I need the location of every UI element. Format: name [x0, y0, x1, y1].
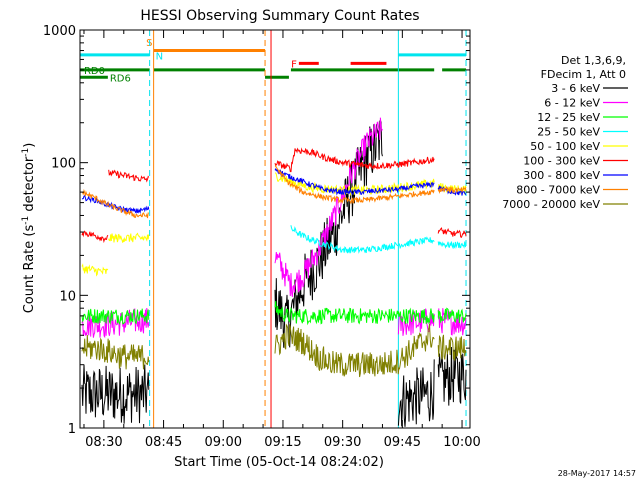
series-segment [274, 300, 399, 326]
x-tick-label: 09:15 [264, 435, 301, 450]
flag-bars: SNFRD0RD6 [80, 38, 467, 84]
legend-header-line: Det 1,3,6,9, [561, 54, 626, 67]
flag-label-n: N [156, 51, 163, 62]
series-segment [81, 334, 150, 370]
series-segment [274, 167, 435, 196]
series-segment [108, 169, 150, 183]
legend-label: 3 - 6 keV [551, 82, 600, 95]
legend-label: 300 - 800 keV [523, 169, 600, 182]
x-tick-label: 09:30 [324, 435, 361, 450]
series-segment [274, 323, 435, 378]
y-tick-label: 10 [59, 289, 76, 304]
y-ticks: 1 10 100 1000 [43, 24, 470, 437]
series-trace [81, 300, 467, 326]
series-segment [81, 263, 109, 277]
series-segment [437, 227, 467, 239]
axes: 1 10 100 1000 08:30 08:45 09:00 09:15 09:30 09:4… [43, 24, 481, 450]
y-tick-label: 1000 [43, 24, 76, 39]
series-trace [81, 164, 467, 219]
series-segment [437, 334, 467, 361]
y-axis-label-superscript: -1 [21, 216, 31, 225]
x-tick-label: 09:45 [384, 435, 421, 450]
series-segment [437, 186, 467, 194]
x-tick-label: 08:30 [85, 435, 122, 450]
series-segment [437, 308, 467, 336]
x-tick-label: 08:45 [145, 435, 182, 450]
series-segment [274, 117, 383, 297]
y-tick-label: 1 [68, 422, 76, 437]
series-trace [81, 323, 467, 378]
y-axis-label-part: Count Rate (s [22, 225, 37, 314]
vertical-markers [149, 30, 467, 428]
plot-area: SNFRD0RD6 [80, 30, 467, 428]
x-tick-label: 09:00 [205, 435, 242, 450]
y-axis-label: Count Rate (s-1 detector-1) [21, 143, 37, 314]
series-segment [274, 119, 383, 348]
series-trace [81, 119, 467, 427]
series-segment [81, 188, 150, 219]
series-segment [437, 346, 467, 406]
legend-label: 12 - 25 keV [537, 111, 600, 124]
series-segment [81, 364, 150, 424]
legend-label: 100 - 300 keV [523, 155, 600, 168]
flag-label-rd0: RD0 [84, 66, 105, 77]
series-segment [437, 241, 467, 250]
series-trace [290, 225, 467, 254]
legend-label: 7000 - 20000 keV [502, 198, 600, 211]
series-segment [108, 232, 150, 243]
series-segment [397, 359, 435, 427]
series-segment [397, 307, 435, 325]
y-axis-label-part: detector [22, 156, 37, 216]
series-segment [81, 230, 109, 244]
series-segment [290, 225, 435, 254]
y-axis-label-superscript: -1 [21, 148, 31, 157]
legend-label: 50 - 100 keV [530, 140, 600, 153]
chart-title: HESSI Observing Summary Count Rates [140, 8, 419, 24]
y-axis-label-part: ) [22, 143, 37, 148]
series-segment [437, 307, 467, 324]
axis-frame [79, 29, 471, 429]
legend-header-line: FDecim 1, Att 0 [541, 68, 626, 81]
legend-label: 800 - 7000 keV [516, 184, 600, 197]
series-lines [81, 117, 467, 427]
series-segment [81, 307, 150, 339]
series-segment [274, 164, 435, 205]
x-axis-label: Start Time (05-Oct-14 08:24:02) [174, 455, 384, 470]
series-segment [81, 308, 150, 325]
x-ticks: 08:30 08:45 09:00 09:15 09:30 09:45 10:00 [83, 30, 481, 450]
series-trace [81, 147, 467, 244]
legend-label: 25 - 50 keV [537, 126, 600, 139]
legend-label: 6 - 12 keV [544, 97, 600, 110]
x-tick-label: 10:00 [443, 435, 480, 450]
series-segment [81, 194, 150, 215]
flag-label-f: F [291, 59, 297, 70]
legend: Det 1,3,6,9, FDecim 1, Att 0 3 - 6 keV 6 … [502, 54, 628, 211]
y-tick-label: 100 [51, 157, 76, 172]
series-segment [274, 147, 435, 173]
timestamp: 28-May-2017 14:57 [558, 469, 636, 478]
flag-label-rd6: RD6 [110, 73, 131, 84]
